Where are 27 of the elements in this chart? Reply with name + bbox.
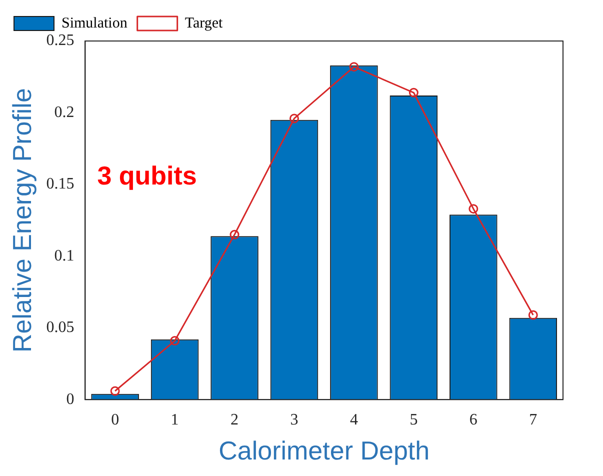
annotation: 3 qubits (97, 160, 197, 190)
x-tick-label: 1 (170, 411, 179, 428)
y-tick-label: 0.15 (46, 176, 74, 193)
legend-label: Simulation (62, 15, 128, 32)
y-tick-label: 0.25 (46, 32, 74, 50)
point (110, 386, 120, 396)
point (528, 310, 538, 320)
x-tick-label: 4 (350, 411, 358, 428)
x-tick-label: 5 (410, 411, 418, 428)
point (349, 62, 359, 72)
x-tick-label: 0 (111, 411, 120, 428)
x-axis-title: Calorimeter Depth (218, 436, 430, 466)
point (289, 114, 299, 124)
x-tick-label: 2 (230, 411, 239, 428)
y-tick-label: 0.05 (46, 319, 74, 336)
x-tick-label: 3 (290, 411, 298, 428)
y-axis-title: Relative Energy Profile (6, 88, 37, 353)
x-tick-label: 7 (529, 411, 538, 428)
x-tick-label: 6 (469, 411, 478, 428)
y-tick-label: 0 (66, 390, 74, 408)
y-tick-label: 0.2 (54, 104, 74, 121)
point (468, 204, 478, 214)
legend-label: Target (184, 15, 224, 32)
y-tick-label: 0.1 (54, 247, 74, 264)
point (408, 88, 418, 98)
point (170, 336, 180, 346)
point (230, 230, 240, 240)
